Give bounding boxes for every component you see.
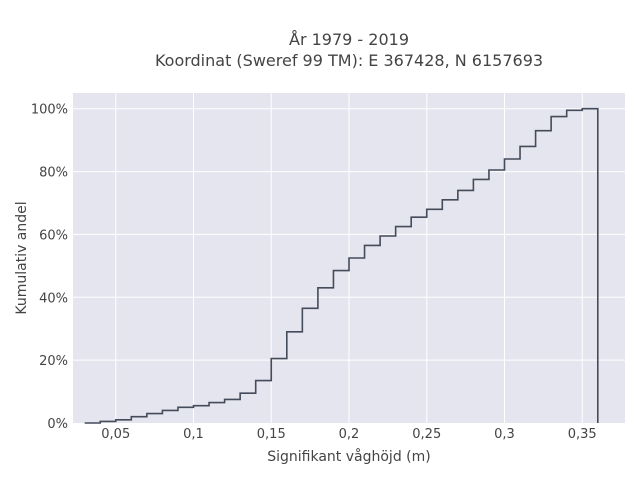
grid <box>73 93 625 423</box>
y-tick-label: 40% <box>39 291 68 306</box>
x-tick-label: 0,25 <box>412 427 441 442</box>
y-axis: 0% 20% 40% 60% 80% 100% <box>31 103 68 432</box>
x-axis-label: Signifikant våghöjd (m) <box>267 448 430 465</box>
chart-title: År 1979 - 2019 Koordinat (Sweref 99 TM):… <box>155 30 543 70</box>
y-tick-label: 80% <box>39 166 68 181</box>
y-tick-label: 0% <box>47 417 68 432</box>
y-tick-label: 100% <box>31 103 68 118</box>
series-line <box>84 107 599 424</box>
series-group <box>84 107 599 424</box>
x-tick-label: 0,2 <box>339 427 360 442</box>
y-axis-label: Kumulativ andel <box>14 201 30 314</box>
y-tick-label: 20% <box>39 354 68 369</box>
y-tick-label: 60% <box>39 228 68 243</box>
x-axis: 0,05 0,1 0,15 0,2 0,25 0,3 0,35 <box>101 427 596 442</box>
x-tick-label: 0,35 <box>568 427 597 442</box>
x-tick-label: 0,1 <box>183 427 204 442</box>
chart-title-line-2: Koordinat (Sweref 99 TM): E 367428, N 61… <box>155 51 543 70</box>
x-tick-label: 0,3 <box>494 427 515 442</box>
x-tick-label: 0,05 <box>101 427 130 442</box>
x-tick-label: 0,15 <box>257 427 286 442</box>
chart-title-line-1: År 1979 - 2019 <box>289 30 409 49</box>
